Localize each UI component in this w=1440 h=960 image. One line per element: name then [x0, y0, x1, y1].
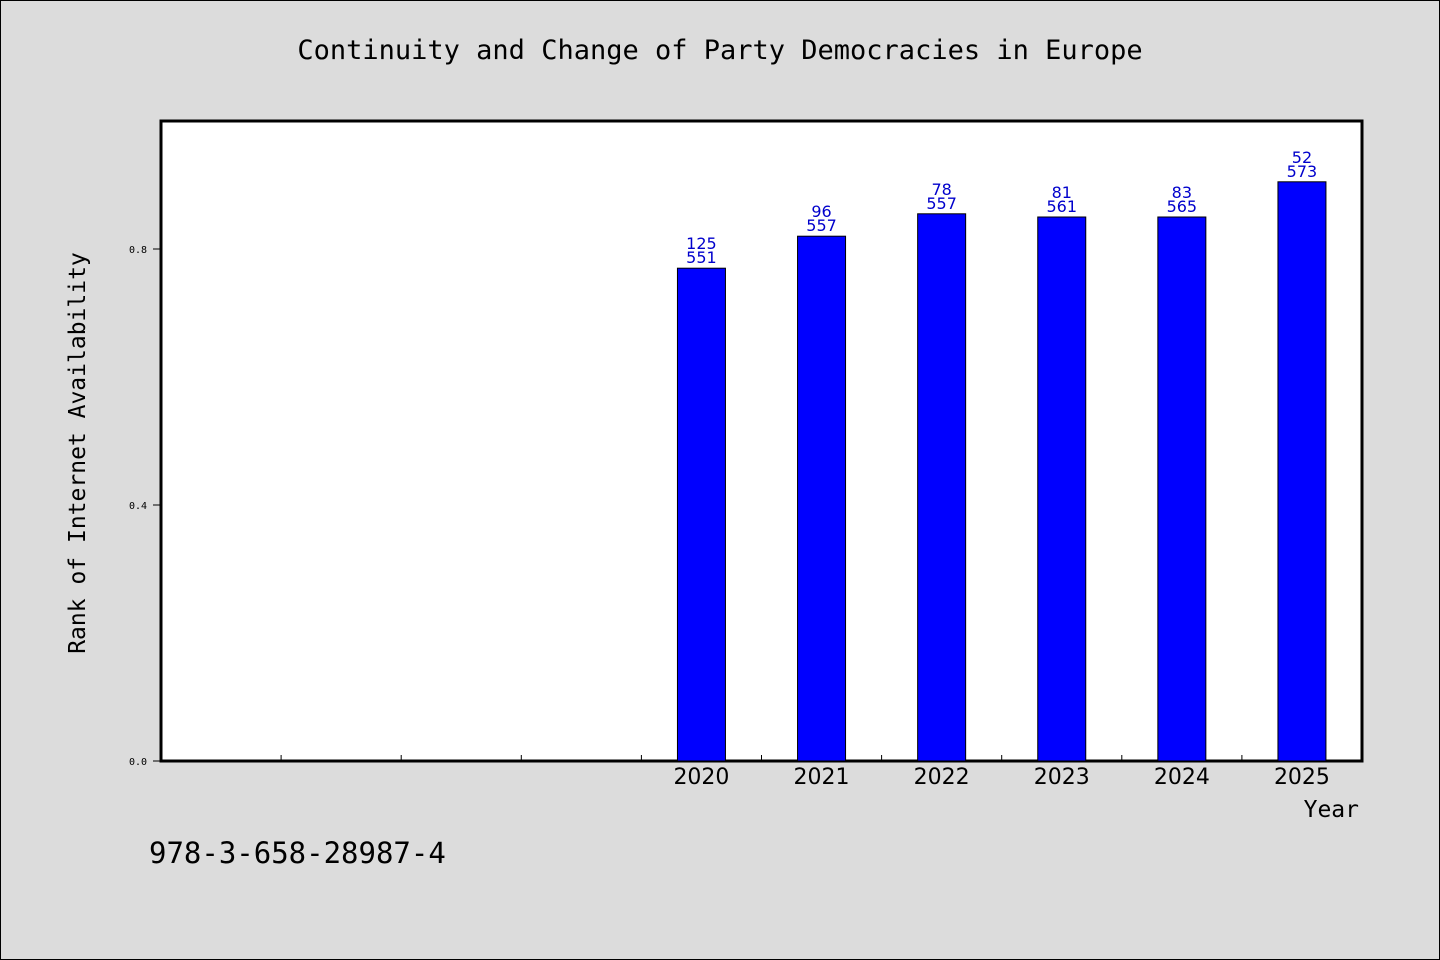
bar-label-rank: 96: [811, 202, 831, 221]
x-tick-label: 2023: [1034, 765, 1090, 790]
x-tick-label: 2022: [914, 765, 970, 790]
x-tick-label: 2021: [794, 765, 850, 790]
bar-label-value: 551: [686, 248, 717, 267]
y-tick-label: 0.4: [129, 501, 147, 512]
y-tick-label: 0.8: [129, 245, 147, 256]
bar-label-value: 557: [806, 216, 837, 235]
bar-label-value: 573: [1287, 162, 1318, 181]
chart-title: Continuity and Change of Party Democraci…: [297, 35, 1143, 66]
x-tick-label: 2020: [673, 765, 729, 790]
isbn-label: 978-3-658-28987-4: [149, 836, 446, 870]
bar-label-rank: 83: [1172, 183, 1192, 202]
bar: [1037, 216, 1087, 762]
bar: [1277, 181, 1327, 762]
bar-label-rank: 125: [686, 234, 717, 253]
bar-label-rank: 52: [1292, 148, 1312, 167]
bar: [917, 213, 967, 762]
bar-label-value: 557: [926, 194, 957, 213]
bar-label-rank: 78: [931, 180, 951, 199]
x-tick-label: 2025: [1274, 765, 1330, 790]
y-tick-label: 0.0: [129, 757, 147, 768]
bar-label-rank: 81: [1052, 183, 1072, 202]
x-tick-label: 2024: [1154, 765, 1210, 790]
bar-label-value: 565: [1167, 197, 1198, 216]
bar: [1157, 216, 1207, 762]
x-axis-label: Year: [1303, 797, 1359, 823]
bar: [676, 267, 726, 762]
bar: [797, 235, 847, 762]
bar-label-value: 561: [1046, 197, 1077, 216]
